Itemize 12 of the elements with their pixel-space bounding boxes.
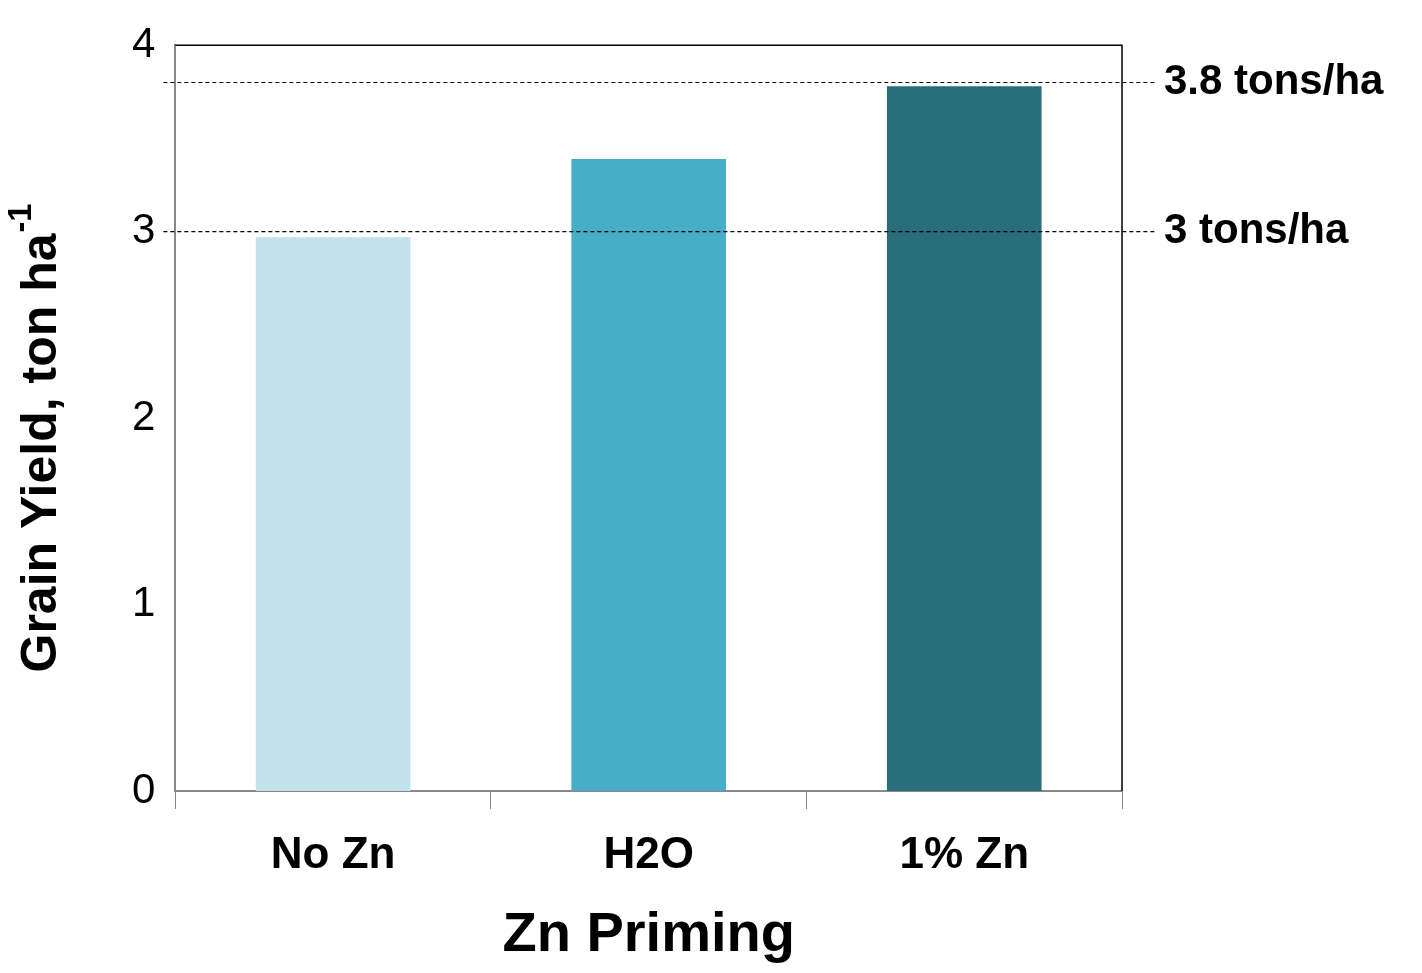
y-tick-label: 1 [132, 578, 156, 626]
x-tick-label: No Zn [270, 827, 396, 877]
y-tick-label: 2 [132, 391, 156, 439]
y-axis-title: Grain Yield, ton ha-1 [1, 203, 67, 673]
x-tick-label: H2O [603, 827, 694, 877]
ref-line-label: 3 tons/ha [1164, 205, 1350, 253]
y-tick-label: 0 [132, 764, 156, 812]
ref-line-label: 3.8 tons/ha [1164, 56, 1385, 104]
x-tick-label: 1% Zn [899, 827, 1030, 877]
x-axis-title: Zn Priming [502, 899, 795, 963]
y-tick-label: 3 [132, 205, 156, 253]
y-tick-label: 4 [132, 18, 156, 66]
